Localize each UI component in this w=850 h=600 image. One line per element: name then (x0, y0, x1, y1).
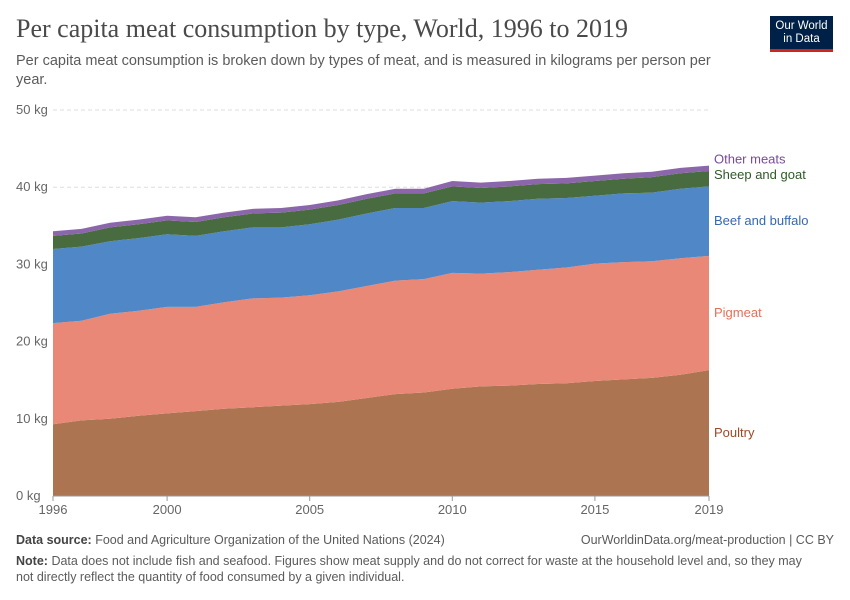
source-line: Data source: Food and Agriculture Organi… (16, 533, 445, 547)
note: Note: Data does not include fish and sea… (16, 553, 816, 585)
y-tick-label: 30 kg (16, 256, 48, 271)
y-tick-label: 20 kg (16, 334, 48, 349)
note-label: Note: (16, 554, 48, 568)
y-tick-label: 50 kg (16, 102, 48, 117)
area-pigmeat[interactable] (53, 255, 709, 425)
source-url[interactable]: OurWorldinData.org/meat-production | CC … (580, 533, 834, 547)
note-text: Data does not include fish and seafood. … (16, 554, 802, 584)
chart-subtitle: Per capita meat consumption is broken do… (16, 53, 711, 88)
x-tick-label: 2015 (580, 502, 609, 517)
x-tick-label: 2019 (695, 502, 724, 517)
x-tick-label: 2010 (438, 502, 467, 517)
x-tick-label: 2000 (153, 502, 182, 517)
source-text: Food and Agriculture Organization of the… (95, 533, 445, 547)
chart-title: Per capita meat consumption by type, Wor… (16, 14, 628, 43)
area-sheep-and-goat[interactable] (53, 170, 709, 249)
series-label: Sheep and goat (714, 167, 806, 182)
series-label: Beef and buffalo (714, 213, 808, 228)
area-beef-and-buffalo[interactable] (53, 186, 709, 324)
series-label: Other meats (714, 152, 786, 167)
x-tick-label: 1996 (39, 502, 68, 517)
series-label: Poultry (714, 425, 755, 440)
series-label: Pigmeat (714, 305, 762, 320)
source-label: Data source: (16, 533, 92, 547)
area-poultry[interactable] (53, 370, 709, 496)
area-other-meats[interactable] (53, 165, 709, 236)
x-tick-label: 2005 (295, 502, 324, 517)
y-tick-label: 0 kg (16, 488, 41, 503)
y-tick-label: 10 kg (16, 411, 48, 426)
owid-logo[interactable]: Our World in Data (770, 16, 833, 52)
y-tick-label: 40 kg (16, 179, 48, 194)
